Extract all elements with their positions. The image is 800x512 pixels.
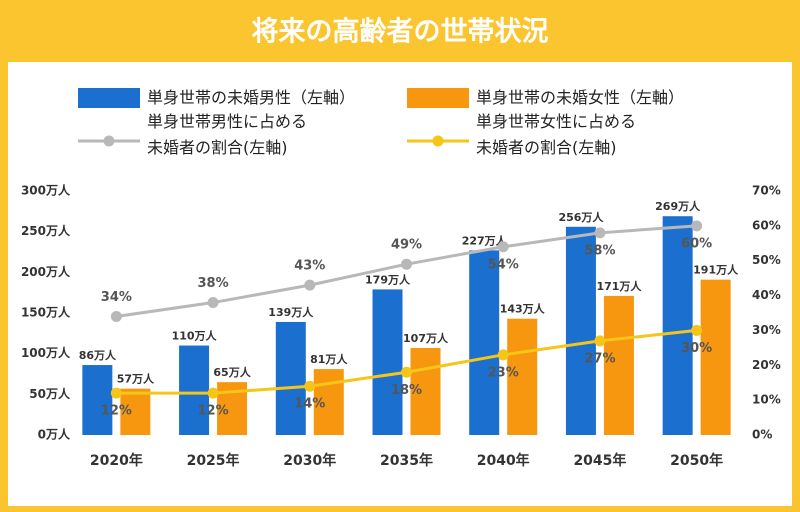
line-point	[497, 241, 509, 253]
x-tick-label: 2035年	[380, 452, 433, 469]
y2-tick-label: 10%	[752, 393, 781, 407]
y-tick-label: 250万人	[21, 223, 71, 238]
bar	[372, 289, 403, 435]
line-point	[691, 324, 703, 336]
x-tick-label: 2025年	[187, 452, 240, 469]
line-value-label: 12%	[101, 404, 132, 419]
y-tick-label: 300万人	[21, 183, 71, 198]
y-tick-label: 150万人	[21, 305, 71, 320]
line-point	[691, 220, 703, 232]
line-value-label: 30%	[681, 341, 712, 356]
line-point	[401, 366, 412, 378]
bar	[565, 226, 596, 435]
line-point	[110, 387, 122, 399]
x-tick-label: 2050年	[670, 452, 723, 469]
bar-value-label: 139万人	[268, 305, 314, 319]
bar-value-label: 171万人	[596, 279, 642, 293]
legend-label: 単身世帯の未婚女性（左軸）	[476, 88, 685, 107]
chart-title: 将来の高齢者の世帯状況	[252, 16, 549, 48]
line-value-label: 18%	[391, 383, 422, 398]
bar	[82, 365, 113, 435]
bar-value-label: 86万人	[79, 348, 117, 362]
bar-value-label: 256万人	[558, 210, 604, 224]
bar	[275, 321, 306, 435]
line-point	[110, 310, 122, 322]
bar	[662, 216, 693, 435]
bar	[410, 347, 441, 435]
bar-value-label: 57万人	[117, 372, 155, 386]
y2-tick-label: 50%	[752, 253, 781, 267]
y2-tick-label: 20%	[752, 358, 781, 372]
line-value-label: 58%	[584, 243, 615, 258]
bar-value-label: 65万人	[213, 365, 251, 379]
line-point	[401, 258, 412, 270]
line-value-label: 27%	[584, 351, 615, 366]
bar	[603, 295, 634, 435]
line-value-label: 23%	[488, 365, 519, 380]
bar-value-label: 110万人	[172, 329, 218, 343]
line-point	[594, 227, 606, 239]
line-value-label: 14%	[294, 397, 325, 412]
line-point	[594, 335, 606, 347]
y-tick-label: 100万人	[21, 345, 71, 360]
x-tick-label: 2020年	[90, 452, 143, 469]
line-point	[304, 380, 316, 392]
line-point	[207, 387, 219, 399]
y2-tick-label: 30%	[752, 323, 781, 337]
x-tick-label: 2030年	[283, 452, 336, 469]
bar-value-label: 143万人	[500, 302, 546, 316]
x-tick-label: 2040年	[477, 452, 530, 469]
bar-value-label: 227万人	[462, 233, 508, 247]
bar-value-label: 107万人	[403, 331, 449, 345]
bar	[469, 250, 500, 435]
bar	[700, 279, 731, 435]
y-tick-label: 50万人	[29, 386, 71, 401]
y2-tick-label: 70%	[752, 184, 781, 198]
y-tick-label: 0万人	[38, 427, 71, 442]
line-value-label: 60%	[681, 236, 712, 251]
line-value-label: 49%	[391, 238, 422, 253]
y2-tick-label: 60%	[752, 218, 781, 232]
legend-label: 単身世帯女性に占める 未婚者の割合(左軸)	[476, 112, 637, 157]
legend-swatch	[432, 135, 444, 147]
bar-value-label: 81万人	[310, 352, 348, 366]
legend-swatch	[78, 88, 140, 108]
line-point	[304, 279, 316, 291]
bar-value-label: 191万人	[693, 263, 739, 277]
line-value-label: 12%	[198, 404, 229, 419]
y-tick-label: 200万人	[21, 264, 71, 279]
legend-label: 単身世帯の未婚男性（左軸）	[147, 88, 356, 107]
line-point	[497, 349, 509, 361]
bar	[507, 318, 538, 435]
bar	[179, 345, 210, 435]
bar	[313, 369, 344, 435]
legend-swatch	[407, 88, 469, 108]
line-value-label: 34%	[101, 290, 132, 305]
bar-value-label: 179万人	[365, 272, 411, 286]
legend-swatch	[103, 135, 115, 147]
bar-value-label: 269万人	[655, 199, 701, 213]
bar	[120, 388, 151, 435]
legend-label: 単身世帯男性に占める 未婚者の割合(左軸)	[147, 112, 308, 157]
x-tick-label: 2045年	[573, 452, 626, 469]
line-point	[207, 297, 219, 309]
line-value-label: 54%	[488, 257, 519, 272]
y2-tick-label: 40%	[752, 288, 781, 302]
line-value-label: 43%	[294, 259, 325, 274]
y2-tick-label: 0%	[752, 428, 772, 442]
line-value-label: 38%	[198, 276, 229, 291]
